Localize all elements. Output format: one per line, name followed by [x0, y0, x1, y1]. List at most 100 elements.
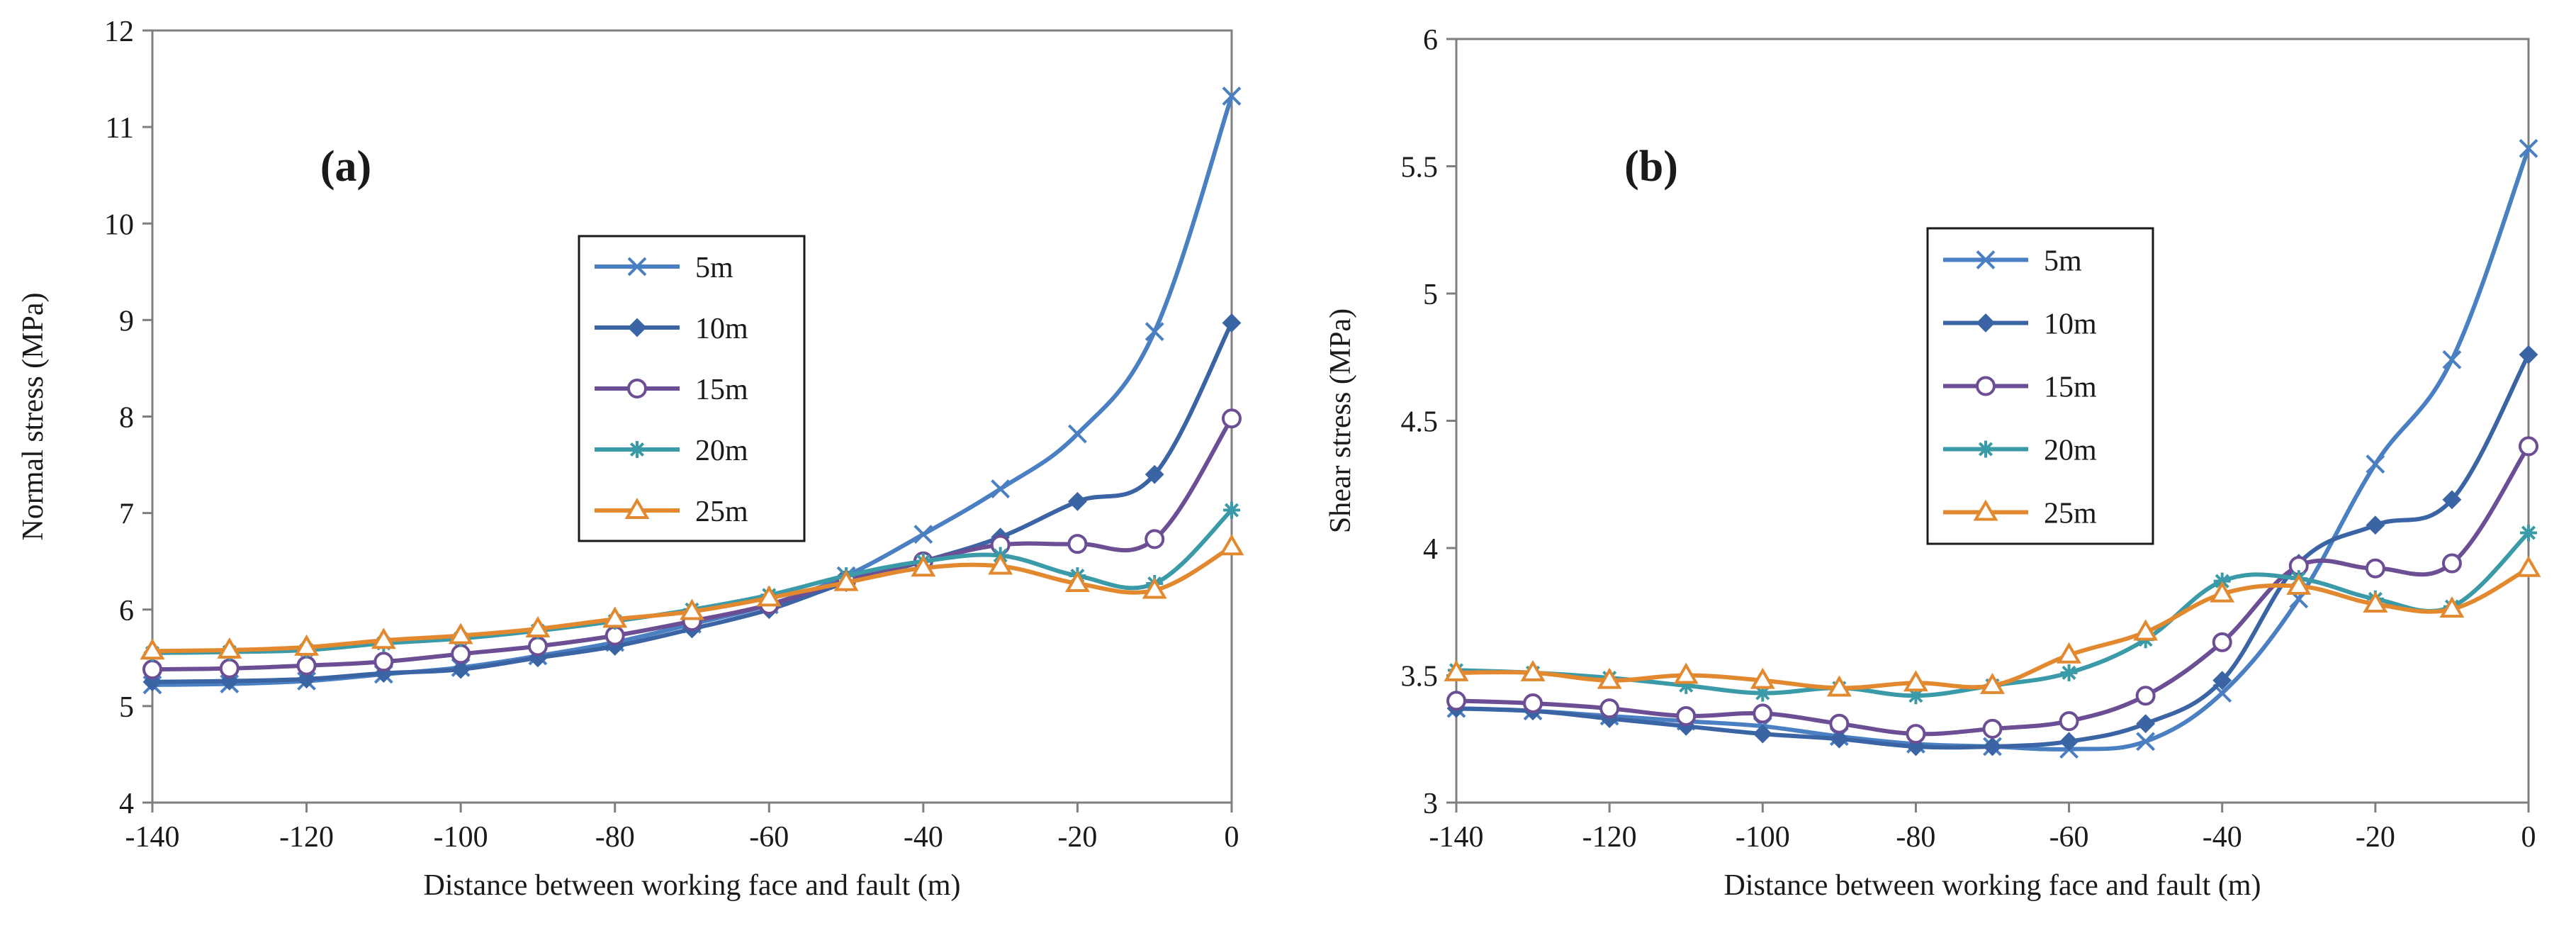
data-point-25m: [217, 637, 242, 659]
asterisk-marker-icon: [1977, 440, 1994, 458]
data-point-25m: [2057, 642, 2082, 664]
legend-label: 20m: [2044, 435, 2097, 467]
data-point-25m: [1826, 675, 1852, 697]
x-tick-label: -140: [125, 821, 180, 854]
data-point-10m: [1144, 464, 1164, 484]
data-point-5m: [2366, 454, 2385, 474]
data-point-20m: [2060, 664, 2078, 681]
data-point-5m: [2442, 350, 2462, 369]
data-point-10m: [2059, 732, 2079, 752]
y-tick-label: 6: [1423, 24, 1438, 57]
data-point-15m: [1982, 718, 2003, 739]
data-point-10m: [1753, 724, 1772, 744]
series-25m: [140, 534, 1244, 660]
y-tick-label: 5: [1423, 279, 1438, 311]
data-point-25m: [294, 634, 320, 656]
data-point-25m: [1142, 577, 1167, 599]
data-point-15m: [142, 659, 162, 680]
legend: 5m 10m 15m 20m 25m: [1926, 227, 2154, 545]
y-tick-label: 4.5: [1401, 406, 1439, 439]
x-tick-label: -140: [1429, 821, 1484, 854]
asterisk-marker-icon: [629, 441, 646, 458]
series-line-20m: [1454, 530, 2531, 698]
y-tick-label: 3.5: [1401, 661, 1439, 693]
data-point-5m: [913, 525, 933, 544]
data-point-25m: [1750, 667, 1775, 689]
legend-item-20m: 20m: [1943, 435, 2097, 467]
data-point-15m: [373, 652, 394, 672]
data-point-25m: [2210, 581, 2235, 603]
y-tick-label: 4: [1423, 533, 1438, 566]
x-tick-label: -40: [904, 821, 943, 854]
circle-marker-icon: [1976, 376, 1996, 396]
data-point-25m: [1597, 667, 1622, 689]
data-point-15m: [2519, 436, 2538, 457]
circle-marker-icon: [627, 379, 647, 398]
data-point-15m: [1906, 724, 1926, 744]
data-point-5m: [1068, 424, 1087, 444]
data-point-20m: [1907, 687, 1925, 705]
data-point-25m: [2516, 555, 2541, 577]
triangle-marker-icon: [624, 498, 650, 519]
x-axis-title: Distance between working face and fault …: [423, 869, 960, 902]
legend-label: 5m: [695, 252, 733, 284]
data-point-25m: [2439, 596, 2465, 618]
legend-label: 5m: [2044, 245, 2082, 278]
panel-a-normal-stress-chart: 4 5 6 7 8 9 10 11 12 -140 -120 -100 -80 -60 -40 -20 0 Dis…: [17, 16, 1244, 902]
y-tick-label: 3: [1423, 788, 1438, 820]
data-point-10m: [2212, 671, 2232, 691]
data-point-20m: [1223, 501, 1240, 519]
data-point-10m: [2519, 345, 2538, 364]
data-point-10m: [2442, 490, 2462, 510]
data-point-25m: [2286, 573, 2312, 595]
data-point-10m: [2366, 515, 2385, 535]
data-point-10m: [451, 659, 471, 679]
data-point-25m: [1444, 659, 1469, 681]
data-point-15m: [1829, 713, 1850, 734]
legend-item-15m: 15m: [1943, 372, 2097, 404]
data-point-15m: [296, 655, 317, 676]
data-point-25m: [2363, 591, 2388, 613]
data-point-15m: [2059, 711, 2079, 732]
data-point-25m: [371, 627, 396, 649]
x-tick-label: -40: [2203, 821, 2242, 854]
data-point-5m: [991, 479, 1011, 499]
y-tick-label: 9: [119, 305, 134, 337]
data-point-15m: [527, 636, 548, 657]
series-10m: [1446, 345, 2538, 756]
y-tick-label: 6: [119, 595, 134, 627]
legend-label: 10m: [695, 313, 748, 345]
x-tick-label: -120: [279, 821, 334, 854]
data-point-15m: [1067, 534, 1088, 554]
legend-item-5m: 5m: [1943, 245, 2082, 278]
data-point-25m: [911, 555, 936, 577]
x-tick-label: -60: [2049, 821, 2089, 854]
legend-item-10m: 10m: [595, 313, 748, 345]
data-point-15m: [1599, 698, 1620, 719]
x-axis-title: Distance between working face and fault …: [1723, 869, 2261, 902]
x-tick-label: -20: [2356, 821, 2395, 854]
y-tick-label: 12: [104, 16, 134, 48]
panel-b-shear-stress-chart: 3 3.5 4 4.5 5 5.5 6 -140 -120 -100 -80 -60 -40 -20 0 Di…: [1324, 24, 2541, 902]
data-point-15m: [1676, 705, 1697, 726]
legend-item-25m: 25m: [595, 496, 748, 528]
x-tick-label: -20: [1057, 821, 1097, 854]
series-25m: [1444, 555, 2541, 697]
y-tick-label: 10: [104, 208, 134, 241]
x-marker-icon: [1976, 250, 1996, 269]
data-point-15m: [1523, 693, 1543, 713]
data-point-15m: [451, 644, 471, 664]
data-point-5m: [2519, 138, 2538, 158]
x-tick-label: -100: [1736, 821, 1790, 854]
y-tick-label: 11: [106, 112, 134, 145]
data-point-25m: [140, 638, 165, 660]
legend-item-25m: 25m: [1943, 498, 2097, 530]
data-point-20m: [1677, 676, 1695, 694]
diamond-marker-icon: [1976, 313, 1996, 333]
legend-item-15m: 15m: [595, 374, 748, 406]
data-point-10m: [1068, 491, 1087, 511]
legend: 5m 10m 15m 20m 25m: [578, 235, 806, 542]
x-tick-label: -60: [749, 821, 789, 854]
